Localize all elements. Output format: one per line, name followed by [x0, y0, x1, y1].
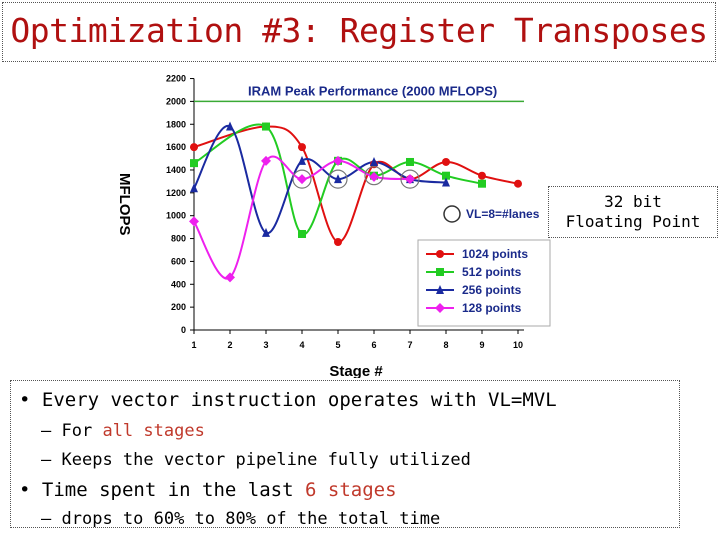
circled-point — [328, 169, 348, 189]
y-tick-label: 2000 — [166, 96, 186, 106]
y-tick-label: 1200 — [166, 188, 186, 198]
y-tick-label: 1400 — [166, 165, 186, 175]
x-axis-label: Stage # — [329, 363, 383, 378]
x-tick-label: 1 — [191, 340, 196, 350]
bullet-2-sub-1: – drops to 60% to 80% of the total time — [41, 509, 441, 528]
data-point-series-4 — [369, 171, 379, 182]
data-point-series-3 — [298, 155, 306, 165]
bullet-2-sub-1-text: drops to 60% to 80% of the total time — [61, 509, 441, 528]
data-point-series-3 — [226, 121, 234, 131]
note-line-1: 32 bit — [604, 192, 662, 211]
peak-line-group: IRAM Peak Performance (2000 MFLOPS) — [194, 83, 524, 103]
x-tick-label: 4 — [299, 340, 304, 350]
x-tick-label: 7 — [407, 340, 412, 350]
chart-legend: 1024 points 512 points 256 points 128 point… — [417, 239, 551, 327]
data-point-series-2 — [478, 179, 486, 188]
dash-glyph: – — [41, 509, 52, 528]
x-tick-label: 10 — [513, 340, 523, 350]
peak-line-label: IRAM Peak Performance (2000 MFLOPS) — [248, 83, 497, 98]
x-tick-label: 2 — [227, 340, 232, 350]
data-point-series-2 — [298, 229, 306, 238]
y-tick-label: 1600 — [166, 142, 186, 152]
dash-glyph: – — [41, 421, 52, 441]
data-point-series-4 — [225, 272, 235, 283]
data-point-series-2 — [442, 171, 450, 180]
y-tick-label: 1800 — [166, 119, 186, 129]
bullet-glyph: • — [19, 389, 31, 411]
y-tick-label: 200 — [171, 302, 186, 312]
circled-points: VL=8=#lanes — [292, 166, 540, 223]
data-point-series-2 — [406, 157, 414, 166]
bullet-2-em: 6 stages — [305, 479, 397, 501]
circled-point — [292, 169, 312, 189]
x-tick-label: 3 — [263, 340, 268, 350]
data-point-series-1 — [298, 143, 306, 152]
y-tick-label: 400 — [171, 279, 186, 289]
legend-swatch-marker — [435, 303, 445, 313]
title-box: Optimization #3: Register Transposes — [2, 2, 716, 62]
legend-swatch-marker — [436, 285, 444, 294]
data-point-series-1 — [478, 171, 486, 180]
legend-label: 512 points — [462, 265, 522, 279]
dash-glyph: – — [41, 450, 52, 470]
legend-label: 1024 points — [462, 247, 528, 261]
y-tick-label: 2200 — [166, 74, 186, 84]
data-point-series-4 — [189, 216, 199, 227]
data-point-series-4 — [405, 174, 415, 185]
legend-label: 256 points — [462, 283, 522, 297]
note-box: 32 bit Floating Point — [548, 186, 718, 238]
y-tick-label: 0 — [181, 325, 186, 335]
y-tick-label: 600 — [171, 256, 186, 266]
circled-point — [364, 166, 384, 186]
axis-labels: Stage # MFLOPS — [116, 173, 383, 378]
bullet-1-text: Every vector instruction operates with V… — [41, 389, 557, 411]
data-point-series-1 — [514, 179, 522, 188]
x-tick-label: 8 — [443, 340, 448, 350]
x-tick-label: 9 — [479, 340, 484, 350]
data-point-series-3 — [262, 227, 270, 237]
y-tick-label: 800 — [171, 234, 186, 244]
data-point-series-4 — [261, 155, 271, 166]
bullet-1-sub-1-pre: For — [61, 421, 103, 441]
chart-axes: 0 200 400 600 800 1000 1200 1400 1600 1800 2000 220… — [166, 74, 524, 350]
bullet-1: • Every vector instruction operates with… — [19, 389, 557, 411]
bullet-1-sub-1: – For all stages — [41, 421, 205, 441]
bullet-2-pre: Time spent in the last — [41, 479, 306, 501]
data-point-series-3 — [370, 156, 378, 166]
series-line-1 — [193, 125, 519, 243]
note-line-2: Floating Point — [565, 212, 701, 231]
legend-swatch-marker — [436, 250, 444, 258]
data-point-series-3 — [334, 174, 342, 184]
data-point-series-3 — [190, 183, 198, 193]
data-point-series-1 — [334, 237, 342, 246]
bullet-1-sub-2: – Keeps the vector pipeline fully utiliz… — [41, 450, 471, 470]
x-tick-label: 5 — [335, 340, 340, 350]
data-point-series-1 — [442, 157, 450, 166]
bullet-2: • Time spent in the last 6 stages — [19, 479, 397, 501]
annotation-circle-icon — [443, 205, 461, 223]
data-point-series-3 — [442, 177, 450, 187]
performance-chart: 0 200 400 600 800 1000 1200 1400 1600 1800 2000 220… — [116, 74, 551, 378]
bullet-1-sub-1-em: all stages — [102, 421, 205, 441]
y-axis-label: MFLOPS — [116, 173, 133, 236]
bullet-list: • Every vector instruction operates with… — [10, 380, 680, 528]
y-tick-label: 1000 — [166, 211, 186, 221]
x-tick-label: 6 — [371, 340, 376, 350]
series-markers — [189, 121, 522, 283]
data-point-series-2 — [262, 122, 270, 131]
slide-title: Optimization #3: Register Transposes — [10, 11, 708, 50]
data-point-series-1 — [190, 143, 198, 152]
circled-point — [400, 169, 420, 189]
bullet-glyph: • — [19, 479, 31, 501]
data-point-series-4 — [333, 155, 343, 166]
data-point-series-2 — [190, 159, 198, 168]
bullet-1-sub-2-text: Keeps the vector pipeline fully utilized — [61, 450, 471, 470]
annotation-label: VL=8=#lanes — [466, 207, 540, 221]
legend-swatch-marker — [436, 268, 444, 276]
legend-label: 128 points — [462, 301, 522, 315]
data-point-series-4 — [297, 174, 307, 185]
